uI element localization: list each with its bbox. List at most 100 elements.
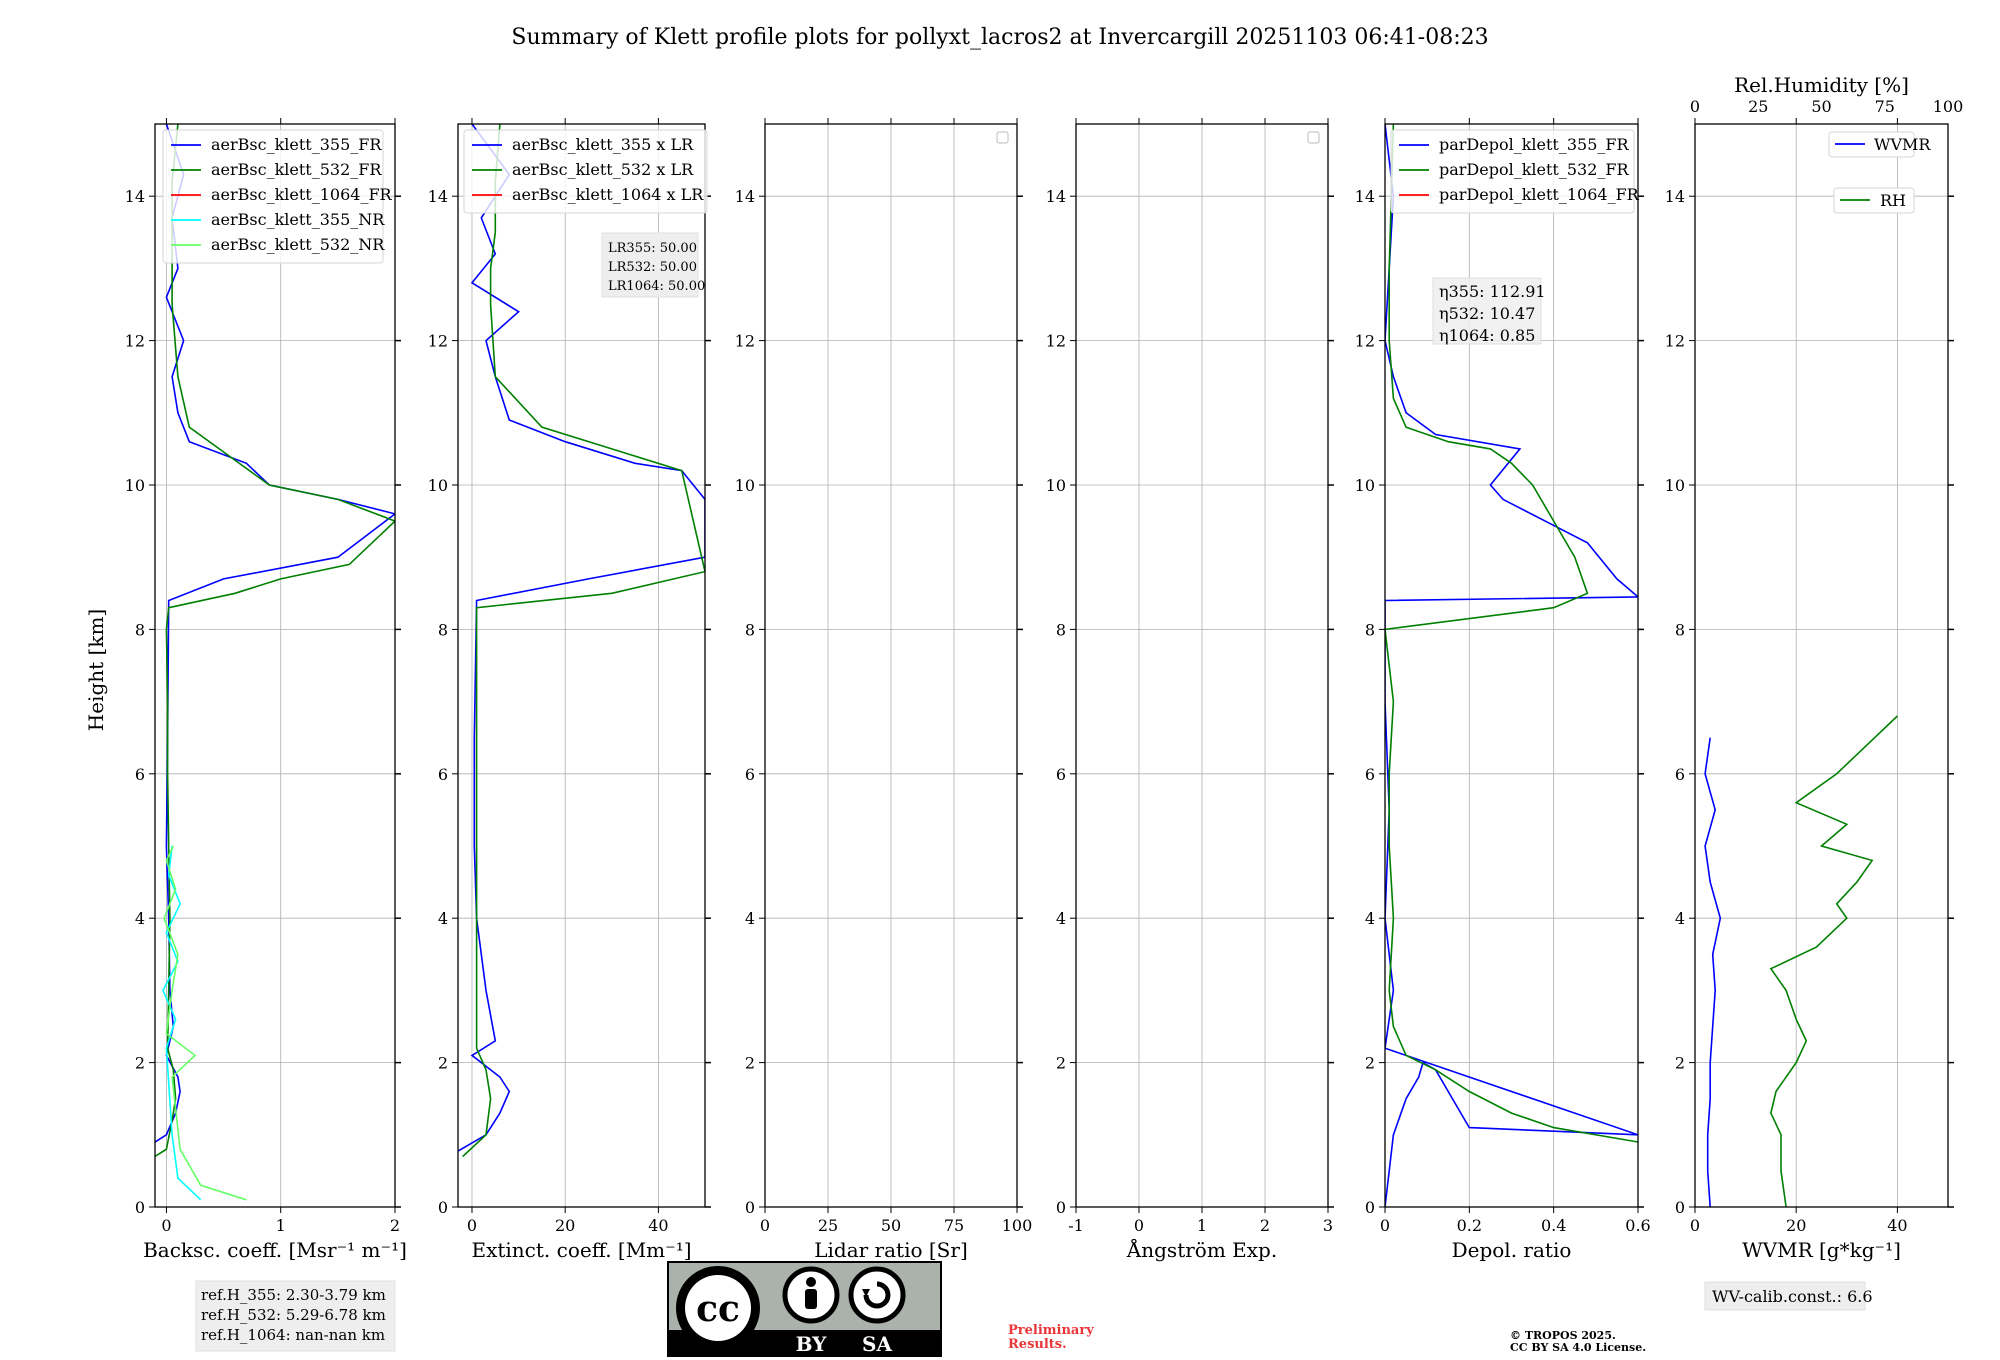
lidar-ratio-ytick-label: 12: [735, 332, 755, 351]
water-vapor-panel: 0 20 40 0 2 4 6 8 10 12 14 WVMR [g*kg⁻¹] 0 25 50 75 100 R…: [1665, 73, 1964, 1311]
copyright-line-1: © TROPOS 2025.: [1510, 1329, 1616, 1342]
depolarization-ytick-label: 2: [1365, 1054, 1375, 1073]
lidar-ratio-ytick-label: 10: [735, 476, 755, 495]
cc-sa-label: SA: [862, 1332, 892, 1356]
lidar-ratio-ytick-label: 8: [745, 620, 755, 639]
depolarization-xtick-label: 0.4: [1541, 1216, 1566, 1235]
lidar-ratio-ytick-label: 6: [745, 765, 755, 784]
angstrom-xtick-label: 1: [1197, 1216, 1207, 1235]
cc-logo-text: cc: [696, 1288, 740, 1330]
extinction-xtick-label: 20: [555, 1216, 575, 1235]
extinction-series-aerbsc-klett-532-x-lr: [462, 124, 705, 1158]
depolarization-eta-text: η1064: 0.85: [1439, 326, 1535, 345]
depolarization-xlabel: Depol. ratio: [1452, 1238, 1572, 1262]
ref-height-355: ref.H_355: 2.30-3.79 km: [201, 1286, 386, 1304]
depolarization-ytick-label: 4: [1365, 909, 1375, 928]
water-vapor-xlabel: WVMR [g*kg⁻¹]: [1742, 1238, 1901, 1262]
extinction-ytick-label: 10: [428, 476, 448, 495]
extinction-ytick-label: 0: [438, 1198, 448, 1217]
lidar-ratio-ytick-label: 4: [745, 909, 755, 928]
angstrom-ytick-label: 4: [1056, 909, 1066, 928]
cc-by-sa-logo: cc BY SA: [667, 1261, 942, 1357]
lidar-ratio-xlabel: Lidar ratio [Sr]: [814, 1238, 968, 1262]
extinction-lr-text: LR355: 50.00: [608, 241, 697, 256]
water-vapor-ytick-label: 14: [1665, 187, 1685, 206]
angstrom-xlabel: Ångström Exp.: [1126, 1237, 1277, 1262]
backscatter-xlabel: Backsc. coeff. [Msr⁻¹ m⁻¹]: [143, 1238, 407, 1262]
water-vapor-x2label: Rel.Humidity [%]: [1734, 73, 1909, 97]
extinction-panel: 0 20 40 0 2 4 6 8 10 12 14 Extinct. coeff. [Mm⁻¹] ae…: [428, 118, 711, 1262]
extinction-ytick-label: 14: [428, 187, 448, 206]
depolarization-ytick-label: 10: [1355, 476, 1375, 495]
backscatter-ytick-label: 2: [135, 1054, 145, 1073]
depolarization-legend-label: parDepol_klett_1064_FR: [1439, 185, 1640, 204]
backscatter-series-aerbsc-klett-532-nr: [163, 845, 247, 1201]
y-axis-label: Height [km]: [84, 609, 108, 731]
ref-heights-box: ref.H_355: 2.30-3.79 km ref.H_532: 5.29-…: [195, 1280, 396, 1352]
backscatter-legend-label: aerBsc_klett_532_FR: [211, 160, 382, 179]
preliminary-line-2: Results.: [1008, 1337, 1067, 1352]
extinction-ytick-label: 8: [438, 620, 448, 639]
extinction-legend-box: [463, 129, 708, 214]
water-vapor-x2tick-label: 0: [1690, 97, 1700, 116]
backscatter-ytick-label: 10: [125, 476, 145, 495]
ref-height-1064: ref.H_1064: nan-nan km: [201, 1326, 385, 1344]
lidar-ratio-ytick-label: 2: [745, 1054, 755, 1073]
water-vapor-ytick-label: 4: [1675, 909, 1685, 928]
angstrom-ytick-label: 14: [1046, 187, 1066, 206]
backscatter-legend-label: aerBsc_klett_355_FR: [211, 135, 382, 154]
depolarization-ytick-label: 0: [1365, 1198, 1375, 1217]
copyright-line-2: CC BY SA 4.0 License.: [1510, 1341, 1646, 1354]
water-vapor-series-rh: [1769, 715, 1898, 1207]
angstrom-xtick-label: 0: [1134, 1216, 1144, 1235]
water-vapor-x2tick-label: 25: [1748, 97, 1768, 116]
depolarization-legend-label: parDepol_klett_532_FR: [1439, 160, 1630, 179]
ref-heights-background: [195, 1280, 396, 1352]
depolarization-xtick-label: 0.2: [1457, 1216, 1482, 1235]
water-vapor-x2tick-label: 50: [1811, 97, 1831, 116]
angstrom-xtick-label: -1: [1068, 1216, 1084, 1235]
lidar-ratio-xtick-label: 50: [881, 1216, 901, 1235]
water-vapor-x2tick-label: 100: [1933, 97, 1964, 116]
person-body-icon: [805, 1289, 817, 1309]
extinction-lr-text: LR1064: 50.00: [608, 279, 705, 294]
extinction-xlabel: Extinct. coeff. [Mm⁻¹]: [471, 1238, 691, 1262]
water-vapor-ytick-label: 12: [1665, 332, 1685, 351]
depolarization-series-pardepol-klett-532-fr: [1385, 124, 1638, 1143]
water-vapor-frame: [1694, 123, 1949, 1208]
water-vapor-ytick-label: 6: [1675, 765, 1685, 784]
backscatter-ytick-label: 0: [135, 1198, 145, 1217]
extinction-frame: [457, 123, 706, 1208]
depolarization-ytick-label: 8: [1365, 620, 1375, 639]
lidar-ratio-xtick-label: 25: [818, 1216, 838, 1235]
water-vapor-legend-box-wvmr: [1828, 131, 1915, 158]
lidar-ratio-empty-legend-icon: [996, 131, 1009, 144]
extinction-ytick-label: 2: [438, 1054, 448, 1073]
backscatter-xtick-label: 2: [390, 1216, 400, 1235]
water-vapor-ytick-label: 0: [1675, 1198, 1685, 1217]
water-vapor-xtick-label: 20: [1786, 1216, 1806, 1235]
backscatter-legend-label: aerBsc_klett_532_NR: [211, 235, 385, 254]
depolarization-frame: [1384, 123, 1639, 1208]
water-vapor-xtick-label: 40: [1887, 1216, 1907, 1235]
angstrom-xtick-label: 2: [1260, 1216, 1270, 1235]
depolarization-ytick-label: 14: [1355, 187, 1375, 206]
extinction-legend-label: aerBsc_klett_1064 x LR: [512, 185, 704, 204]
extinction-ytick-label: 6: [438, 765, 448, 784]
depolarization-panel: 0 0.2 0.4 0.6 0 2 4 6 8 10 12 14 Depol. ratio parDepo…: [1355, 118, 1651, 1262]
lidar-ratio-xtick-label: 75: [944, 1216, 964, 1235]
extinction-lr-text: LR532: 50.00: [608, 260, 697, 275]
preliminary-line-1: Preliminary: [1008, 1323, 1094, 1338]
backscatter-legend-label: aerBsc_klett_1064_FR: [211, 185, 393, 204]
water-vapor-ytick-label: 8: [1675, 620, 1685, 639]
backscatter-series-aerbsc-klett-355-nr: [162, 845, 202, 1201]
lidar-ratio-xtick-label: 100: [1002, 1216, 1033, 1235]
water-vapor-x2tick-label: 75: [1875, 97, 1895, 116]
water-vapor-legend-label-rh: RH: [1880, 191, 1906, 210]
depolarization-eta-box: [1432, 277, 1542, 345]
lidar-ratio-ytick-label: 14: [735, 187, 755, 206]
extinction-ytick-label: 4: [438, 909, 448, 928]
angstrom-ytick-label: 6: [1056, 765, 1066, 784]
